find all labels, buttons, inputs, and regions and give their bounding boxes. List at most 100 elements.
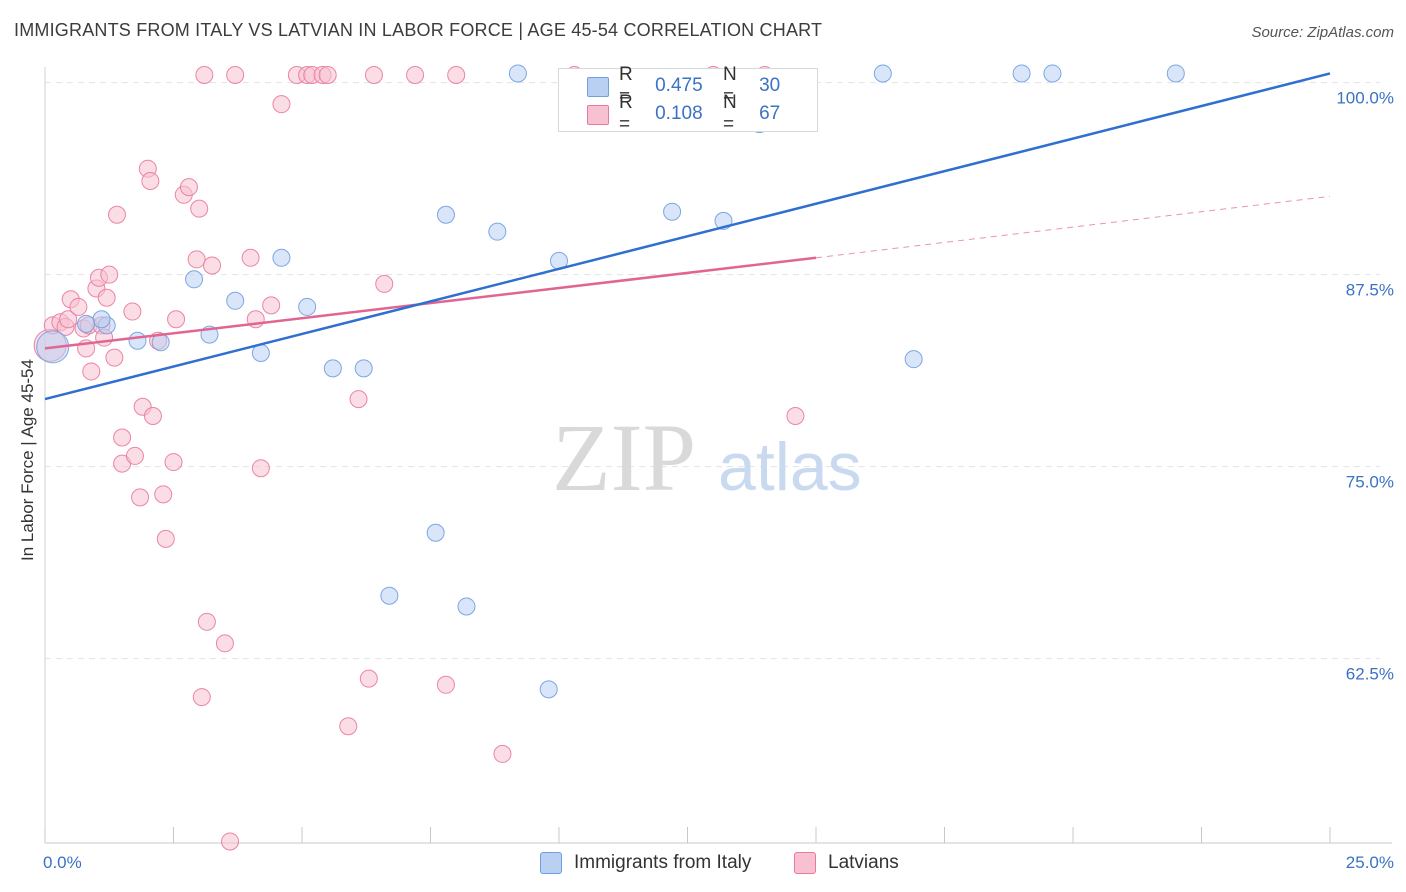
stats-legend: R = 0.475 N = 30 R = 0.108 N = 67: [558, 64, 818, 135]
legend-row-italy: R = 0.475 N = 30: [619, 64, 817, 107]
italy-point: [77, 314, 96, 333]
legend-n-value-latvians: 67: [759, 103, 781, 124]
bottom-legend-italy: Immigrants from Italy: [540, 852, 751, 874]
italy-point: [904, 350, 923, 369]
legend-r-label: R =: [619, 92, 633, 135]
latvians-point: [406, 66, 425, 84]
italy-point: [92, 310, 111, 329]
y-tick-label: 62.5%: [1346, 665, 1394, 684]
bottom-legend-latvians: Latvians: [794, 852, 899, 874]
legend-swatch-italy: [587, 77, 609, 97]
watermark: ZIP atlas: [552, 404, 862, 511]
latvians-point: [131, 488, 150, 507]
latvians-point: [107, 205, 126, 224]
latvians-point: [105, 348, 124, 367]
y-tick-label: 75.0%: [1346, 473, 1394, 492]
bottom-swatch-latvians: [794, 852, 816, 874]
latvians-point: [179, 178, 198, 197]
italy-trend-line: [44, 72, 1331, 401]
latvians-point: [156, 529, 175, 548]
latvians-point: [786, 406, 805, 425]
latvians-point: [436, 675, 455, 694]
italy-point: [354, 359, 373, 378]
latvians-point: [192, 688, 211, 707]
latvians-point: [215, 634, 234, 653]
bottom-swatch-italy: [540, 852, 562, 874]
latvians-point: [113, 428, 132, 447]
watermark-atlas: atlas: [718, 429, 862, 505]
latvians-point: [203, 256, 222, 275]
latvians-trend-line: [44, 256, 817, 350]
latvians-point: [59, 310, 78, 329]
latvians-point: [187, 250, 206, 269]
latvians-trend-dashed: [815, 195, 1331, 259]
latvians-point: [167, 310, 186, 329]
tick-labels: 62.5% 75.0% 87.5% 100.0% 0.0% 25.0%: [43, 89, 1394, 872]
italy-point: [323, 359, 342, 378]
grid-lines: [45, 82, 1380, 660]
latvians-point: [493, 744, 512, 763]
latvians-point: [364, 66, 383, 84]
bottom-legend-latvians-label: Latvians: [828, 852, 899, 873]
latvians-point: [272, 95, 291, 114]
italy-point: [426, 523, 445, 542]
italy-point: [508, 64, 527, 83]
latvians-point: [100, 265, 119, 284]
latvians-point: [349, 390, 368, 409]
legend-r-value-latvians: 0.108: [655, 103, 703, 124]
italy-point: [457, 597, 476, 616]
y-tick-label: 87.5%: [1346, 281, 1394, 300]
latvians-point: [82, 362, 101, 381]
italy-point: [298, 297, 317, 316]
latvians-point: [262, 296, 281, 315]
latvians-point: [226, 66, 245, 84]
legend-n-label: N =: [723, 64, 737, 107]
latvians-point: [164, 453, 183, 472]
latvians-point: [197, 612, 216, 631]
italy-points: [36, 64, 1185, 699]
axes: [44, 67, 1392, 844]
x-tick-label: 0.0%: [43, 853, 82, 872]
latvians-point: [125, 446, 144, 465]
latvians-point: [143, 406, 162, 425]
latvians-point: [447, 66, 466, 84]
legend-n-value-italy: 30: [759, 75, 781, 96]
italy-point: [272, 248, 291, 267]
latvians-point: [141, 171, 160, 190]
italy-point: [663, 202, 682, 221]
italy-point: [380, 586, 399, 605]
latvians-point: [251, 459, 270, 478]
italy-point: [873, 64, 892, 83]
watermark-zip: ZIP: [552, 404, 696, 511]
latvians-point: [154, 485, 173, 504]
bottom-legend-italy-label: Immigrants from Italy: [574, 852, 752, 873]
latvians-point: [123, 302, 142, 321]
legend-r-value-italy: 0.475: [655, 75, 703, 96]
italy-point: [185, 270, 204, 289]
source-label: Source: ZipAtlas.com: [1251, 24, 1394, 41]
x-tick-label: 25.0%: [1346, 853, 1394, 872]
italy-point: [1166, 64, 1185, 83]
italy-point: [436, 205, 455, 224]
legend-r-label: R =: [619, 64, 633, 107]
trend-lines: [44, 72, 1331, 401]
italy-point: [539, 680, 558, 699]
italy-point: [1043, 64, 1062, 83]
latvians-point: [190, 199, 209, 218]
latvians-point: [339, 717, 358, 736]
latvians-point: [318, 66, 337, 84]
latvians-point: [97, 288, 116, 307]
legend-row-latvians: R = 0.108 N = 67: [619, 92, 817, 135]
latvians-point: [241, 248, 260, 267]
italy-point: [128, 331, 147, 350]
italy-point: [488, 222, 507, 241]
chart-title: IMMIGRANTS FROM ITALY VS LATVIAN IN LABO…: [14, 20, 823, 40]
legend-n-label: N =: [723, 92, 737, 135]
italy-point: [226, 291, 245, 310]
latvians-point: [375, 274, 394, 293]
latvians-point: [195, 66, 214, 84]
latvians-point: [359, 669, 378, 688]
legend-swatch-latvians: [587, 105, 609, 125]
italy-point: [1012, 64, 1031, 83]
